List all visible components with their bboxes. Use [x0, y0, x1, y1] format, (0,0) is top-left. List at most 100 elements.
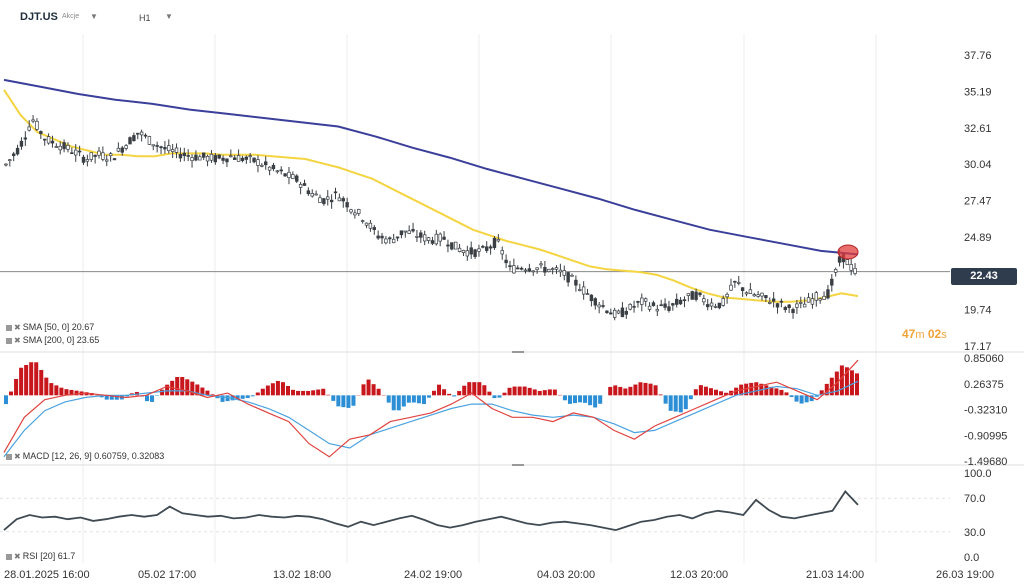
- candle-body: [112, 158, 117, 161]
- candle-body: [89, 152, 93, 160]
- close-icon[interactable]: ✖: [14, 336, 21, 345]
- macd-histogram-bar: [296, 390, 301, 396]
- symbol-selector[interactable]: DJT.US: [20, 11, 58, 23]
- settings-icon[interactable]: [6, 324, 12, 331]
- candle-body: [264, 161, 268, 166]
- macd-histogram-bar: [512, 386, 517, 396]
- candle-body: [120, 147, 124, 153]
- candle-body: [539, 263, 543, 266]
- macd-histogram-bar: [144, 395, 150, 402]
- macd-histogram-bar: [462, 385, 467, 396]
- candle-body: [814, 292, 818, 301]
- macd-histogram-bar: [839, 365, 844, 396]
- candle-body: [543, 267, 547, 273]
- candle-body: [326, 196, 330, 200]
- macd-histogram-bar: [708, 388, 713, 396]
- macd-histogram-bar: [522, 386, 527, 396]
- candle-body: [159, 146, 163, 149]
- macd-histogram-bar: [452, 395, 457, 397]
- candle-body: [345, 202, 349, 208]
- candle-body: [775, 303, 780, 308]
- candle-body: [636, 301, 640, 303]
- candle-body: [357, 209, 361, 214]
- candle-body: [395, 236, 400, 239]
- macd-histogram-bar: [195, 384, 200, 396]
- candle-body: [260, 164, 264, 167]
- candle-body: [461, 250, 466, 253]
- rsi-pane: [0, 490, 950, 533]
- price-axis-label: 35.19: [964, 86, 992, 98]
- macd-histogram-bar: [306, 390, 311, 396]
- close-icon[interactable]: ✖: [14, 323, 21, 332]
- macd-legend[interactable]: ✖ MACD [12, 26, 9] 0.60759, 0.32083: [6, 451, 164, 461]
- candle-body: [717, 302, 722, 309]
- candle-body: [66, 145, 70, 150]
- candle-body: [287, 171, 291, 179]
- candle-body: [450, 242, 454, 250]
- candle-body: [155, 145, 159, 147]
- candle-body: [593, 298, 597, 306]
- candle-body: [229, 155, 233, 158]
- chart-toolbar: DJT.US Akcje ▼ H1 ▼: [0, 0, 1024, 34]
- macd-histogram-bar: [668, 395, 673, 411]
- candle-body: [221, 157, 225, 161]
- symbol-dropdown-icon[interactable]: ▼: [90, 12, 98, 21]
- settings-icon[interactable]: [6, 453, 12, 460]
- candle-countdown: 47m 02s: [902, 327, 947, 341]
- candle-body: [547, 268, 551, 272]
- candle-body: [349, 209, 353, 213]
- candle-body: [186, 155, 190, 157]
- timeframe-dropdown-icon[interactable]: ▼: [165, 12, 173, 21]
- candle-body: [473, 249, 477, 257]
- candle-body: [62, 142, 66, 150]
- macd-histogram-bar: [49, 383, 54, 396]
- macd-histogram-bar: [754, 382, 759, 396]
- macd-histogram-bar: [527, 387, 532, 396]
- macd-histogram-bar: [552, 389, 557, 396]
- sma200-legend[interactable]: ✖ SMA [200, 0] 23.65: [6, 335, 99, 345]
- macd-histogram-bar: [814, 395, 819, 397]
- candle-body: [341, 198, 345, 202]
- candle-body: [764, 295, 768, 299]
- close-icon[interactable]: ✖: [14, 552, 21, 561]
- settings-icon[interactable]: [6, 337, 12, 344]
- candle-body: [694, 291, 698, 300]
- candle-body: [178, 154, 183, 159]
- candle-body: [77, 150, 82, 153]
- macd-histogram-bar: [789, 395, 794, 398]
- macd-axis-label: -1.49680: [964, 456, 1007, 468]
- timeframe-selector[interactable]: H1: [139, 13, 151, 23]
- candle-body: [415, 236, 419, 238]
- macd-histogram-bar: [406, 395, 411, 403]
- macd-histogram-bar: [114, 395, 119, 400]
- candle-body: [318, 197, 322, 203]
- macd-histogram-bar: [64, 389, 69, 396]
- time-axis-label: 26.03 19:00: [936, 569, 994, 581]
- candle-body: [333, 191, 338, 194]
- rsi-legend[interactable]: ✖ RSI [20] 61.7: [6, 551, 75, 561]
- macd-histogram-bar: [683, 395, 688, 410]
- candle-body: [438, 233, 442, 242]
- close-icon[interactable]: ✖: [14, 452, 21, 461]
- candle-body: [492, 237, 497, 249]
- macd-histogram-bar: [285, 386, 291, 396]
- macd-histogram-bar: [24, 364, 29, 396]
- candle-body: [70, 152, 74, 155]
- macd-histogram-bar: [44, 377, 49, 396]
- candle-body: [783, 307, 787, 311]
- candle-body: [322, 198, 326, 205]
- macd-histogram-bar: [472, 382, 477, 396]
- candle-body: [810, 298, 815, 305]
- rsi-axis-label: 100.0: [964, 468, 992, 480]
- macd-histogram-bar: [719, 391, 724, 396]
- macd-histogram-bar: [764, 385, 769, 396]
- candle-body: [353, 212, 357, 216]
- macd-histogram-bar: [698, 385, 703, 396]
- candle-body: [8, 159, 12, 162]
- sma50-legend[interactable]: ✖ SMA [50, 0] 20.67: [6, 322, 94, 332]
- candle-body: [721, 298, 725, 306]
- settings-icon[interactable]: [6, 553, 12, 560]
- macd-histogram-bar: [321, 388, 326, 396]
- candle-body: [477, 248, 481, 252]
